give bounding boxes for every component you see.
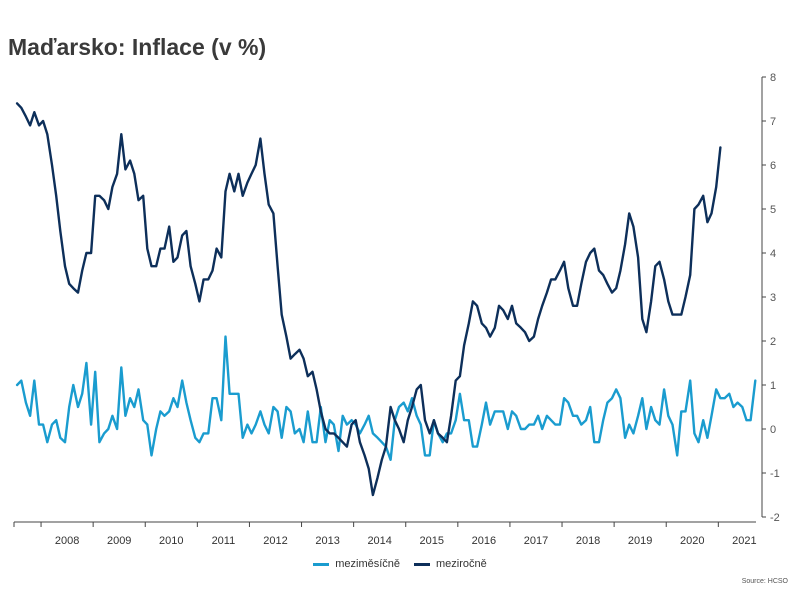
x-tick-label: 2020 (680, 535, 704, 547)
y-tick-label: -2 (770, 512, 780, 524)
chart-title: Maďarsko: Inflace (v %) (8, 34, 267, 60)
legend-label-mom: meziměsíčně (335, 558, 401, 570)
y-tick-label: 8 (770, 72, 776, 84)
x-tick-label: 2018 (576, 535, 600, 547)
x-tick-label: 2012 (263, 535, 287, 547)
x-tick-label: 2008 (55, 535, 79, 547)
x-tick-label: 2015 (420, 535, 444, 547)
legend-swatch-yoy (414, 562, 431, 566)
x-tick-label: 2016 (472, 535, 496, 547)
x-tick-label: 2019 (628, 535, 652, 547)
y-tick-label: 6 (770, 160, 776, 172)
y-tick-label: 0 (770, 424, 776, 436)
legend: meziměsíčně meziročně (0, 558, 800, 570)
x-axis: 2008 2009 2010 2011 2012 2013 2014 2015 2016 2017… (13, 521, 757, 547)
series-layer (15, 102, 757, 497)
x-tick-label: 2011 (212, 535, 236, 547)
source-note: Source: HCSO (741, 578, 788, 585)
x-tick-label: 2010 (159, 535, 183, 547)
legend-item-mom[interactable]: meziměsíčně (313, 558, 400, 570)
y-tick-label: 3 (770, 292, 776, 304)
series-line-yoy (15, 102, 722, 497)
x-tick-label: 2017 (524, 535, 548, 547)
legend-swatch-mom (313, 562, 330, 566)
y-tick-label: 1 (770, 380, 776, 392)
y-tick-label: -1 (770, 468, 780, 480)
y-tick-label: 2 (770, 336, 776, 348)
y-axis: -2 -1 0 1 2 3 4 5 6 7 8 (761, 72, 780, 524)
y-tick-label: 7 (770, 116, 776, 128)
legend-label-yoy: meziročně (436, 558, 487, 570)
x-tick-label: 2013 (315, 535, 339, 547)
x-tick-label: 2009 (107, 535, 131, 547)
legend-item-yoy[interactable]: meziročně (414, 558, 487, 570)
x-tick-label: 2014 (367, 535, 391, 547)
y-tick-label: 5 (770, 204, 776, 216)
y-tick-label: 4 (770, 248, 776, 260)
x-tick-label: 2021 (732, 535, 756, 547)
